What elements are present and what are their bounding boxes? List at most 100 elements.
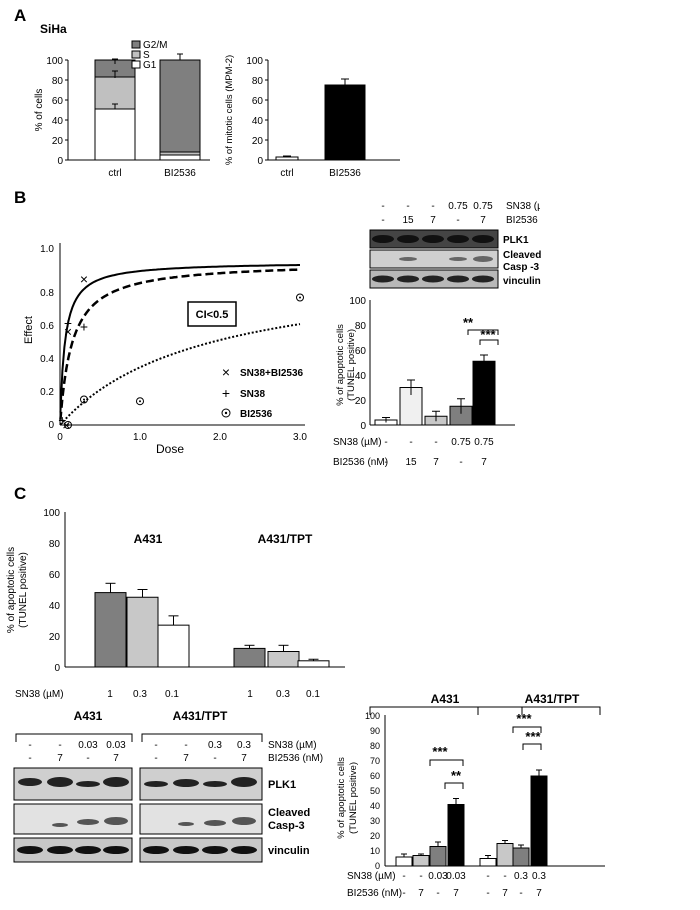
y-tick-label: 0.6: [40, 321, 54, 332]
condition-value: -: [402, 871, 405, 882]
significance-stars: ***: [432, 744, 448, 759]
mitotic-cells-chart: 0 20 40 60 80 100 % of mitotic cells (MP…: [224, 55, 400, 179]
y-axis-label: % of apoptotic cells: [335, 324, 346, 406]
condition-value: -: [406, 201, 409, 212]
y-tick-label: 0.8: [40, 288, 54, 299]
condition-value: 0.03: [428, 871, 448, 882]
legend-swatch-g1: [131, 60, 141, 69]
condition-value: 0.75: [448, 201, 468, 212]
condition-value: 7: [418, 888, 424, 899]
condition-value: -: [503, 871, 506, 882]
x-tick-label: 3.0: [293, 432, 307, 443]
condition-value: -: [381, 215, 384, 226]
legend-label: SN38+BI2536: [240, 368, 304, 379]
group-label-a431: A431: [134, 532, 163, 546]
condition-value: -: [409, 437, 412, 448]
condition-value: -: [86, 753, 89, 764]
y-tick-label: 20: [370, 831, 380, 841]
y-tick-label: 90: [370, 726, 380, 736]
legend-label: G1: [143, 60, 157, 71]
sn38-label: SN38 (µM): [15, 689, 64, 700]
x-tick-label: ctrl: [280, 168, 293, 179]
condition-value: -: [384, 457, 387, 468]
band-label: Cleaved: [503, 250, 541, 261]
bar: [447, 804, 465, 867]
bar: [126, 596, 159, 668]
y-tick-label: 60: [355, 346, 367, 357]
condition-value: -: [402, 888, 405, 899]
y-tick-label: 0: [57, 156, 63, 167]
y-tick-label: 0: [48, 420, 54, 431]
band-label: PLK1: [268, 779, 296, 791]
condition-value: -: [28, 753, 31, 764]
point-bi2536: [80, 395, 88, 404]
dose-label: 0.3: [133, 689, 147, 700]
band-label: PLK1: [503, 235, 529, 246]
bar: [275, 156, 299, 161]
curve-sn38: [59, 268, 300, 420]
y-tick-label: 100: [349, 296, 366, 307]
ci-label: CI<0.5: [196, 309, 229, 321]
tunel-chart-b: % of apoptotic cells (TUNEL positive) 0 …: [333, 296, 515, 468]
ci-box: [187, 301, 237, 327]
bar: [324, 84, 366, 161]
legend-label: BI2536: [240, 409, 273, 420]
condition-value: -: [519, 888, 522, 899]
dose-label: 0.1: [165, 689, 179, 700]
y-tick-label: 100: [43, 508, 60, 519]
condition-value: 0.3: [208, 740, 222, 751]
legend-marker-dot: [221, 408, 231, 418]
significance-bracket: [479, 339, 499, 345]
bar-g2m: [159, 59, 201, 153]
bar: [297, 660, 330, 668]
bar: [479, 858, 497, 867]
point-bi2536: [136, 397, 144, 406]
y-axis-label: % of apoptotic cells: [336, 757, 347, 839]
y-tick-label: 100: [246, 56, 263, 67]
condition-value: 15: [405, 457, 417, 468]
y-tick-label: 0.2: [40, 387, 54, 398]
c-top-dose-row: SN38 (µM) 1 0.3 0.1 1 0.3 0.1: [15, 689, 320, 700]
sn38-label: SN38 (µM): [268, 740, 317, 751]
significance-bracket: [429, 759, 464, 766]
condition-value: -: [431, 201, 434, 212]
point-bi2536-center: [139, 400, 141, 403]
point-bi2536-center: [67, 424, 69, 426]
western-blot-b: - - - 15 - 7 0.75 - 0.75 7 SN38 (µM) BI2536 (nM): [381, 201, 540, 226]
condition-value: 7: [481, 457, 487, 468]
significance-bracket: [444, 782, 464, 789]
condition-value: -: [58, 740, 61, 751]
y-tick-label: 60: [252, 96, 264, 107]
x-tick-label: 0: [57, 432, 63, 443]
x-tick-label: BI2536: [164, 168, 196, 179]
band-label: Casp-3: [268, 820, 305, 832]
condition-value: -: [28, 740, 31, 751]
condition-value: 0.3: [514, 871, 528, 882]
y-tick-label: 80: [370, 741, 380, 751]
dose-label: 1: [107, 689, 113, 700]
bar: [395, 856, 413, 867]
dose-effect-chart: 0 0.2 0.4 0.6 0.8 1.0 Effect ××+ ++× 0 1.…: [23, 243, 307, 455]
legend-label: SN38: [240, 389, 265, 400]
y-tick-label: 70: [370, 756, 380, 766]
y-tick-label: 80: [49, 539, 61, 550]
condition-value: -: [419, 871, 422, 882]
condition-value: 7: [57, 753, 63, 764]
band-label: vinculin: [503, 276, 541, 287]
x-tick-label: 1.0: [133, 432, 147, 443]
bi2536-label: BI2536 (nM): [506, 215, 540, 226]
y-tick-label: 40: [355, 371, 367, 382]
bi2536-label: BI2536 (nM): [347, 888, 402, 899]
legend-label: G2/M: [143, 40, 167, 51]
band-label: Cleaved: [268, 807, 310, 819]
condition-value: 7: [433, 457, 439, 468]
condition-value: 7: [241, 753, 247, 764]
y-tick-label: 80: [252, 76, 264, 87]
significance-stars: ***: [516, 711, 532, 726]
condition-value: -: [381, 201, 384, 212]
dose-label: 0.3: [276, 689, 290, 700]
bi2536-label: BI2536 (nM): [333, 457, 388, 468]
bar: [512, 847, 530, 867]
point-bi2536-center: [83, 398, 85, 401]
bar: [412, 855, 430, 867]
